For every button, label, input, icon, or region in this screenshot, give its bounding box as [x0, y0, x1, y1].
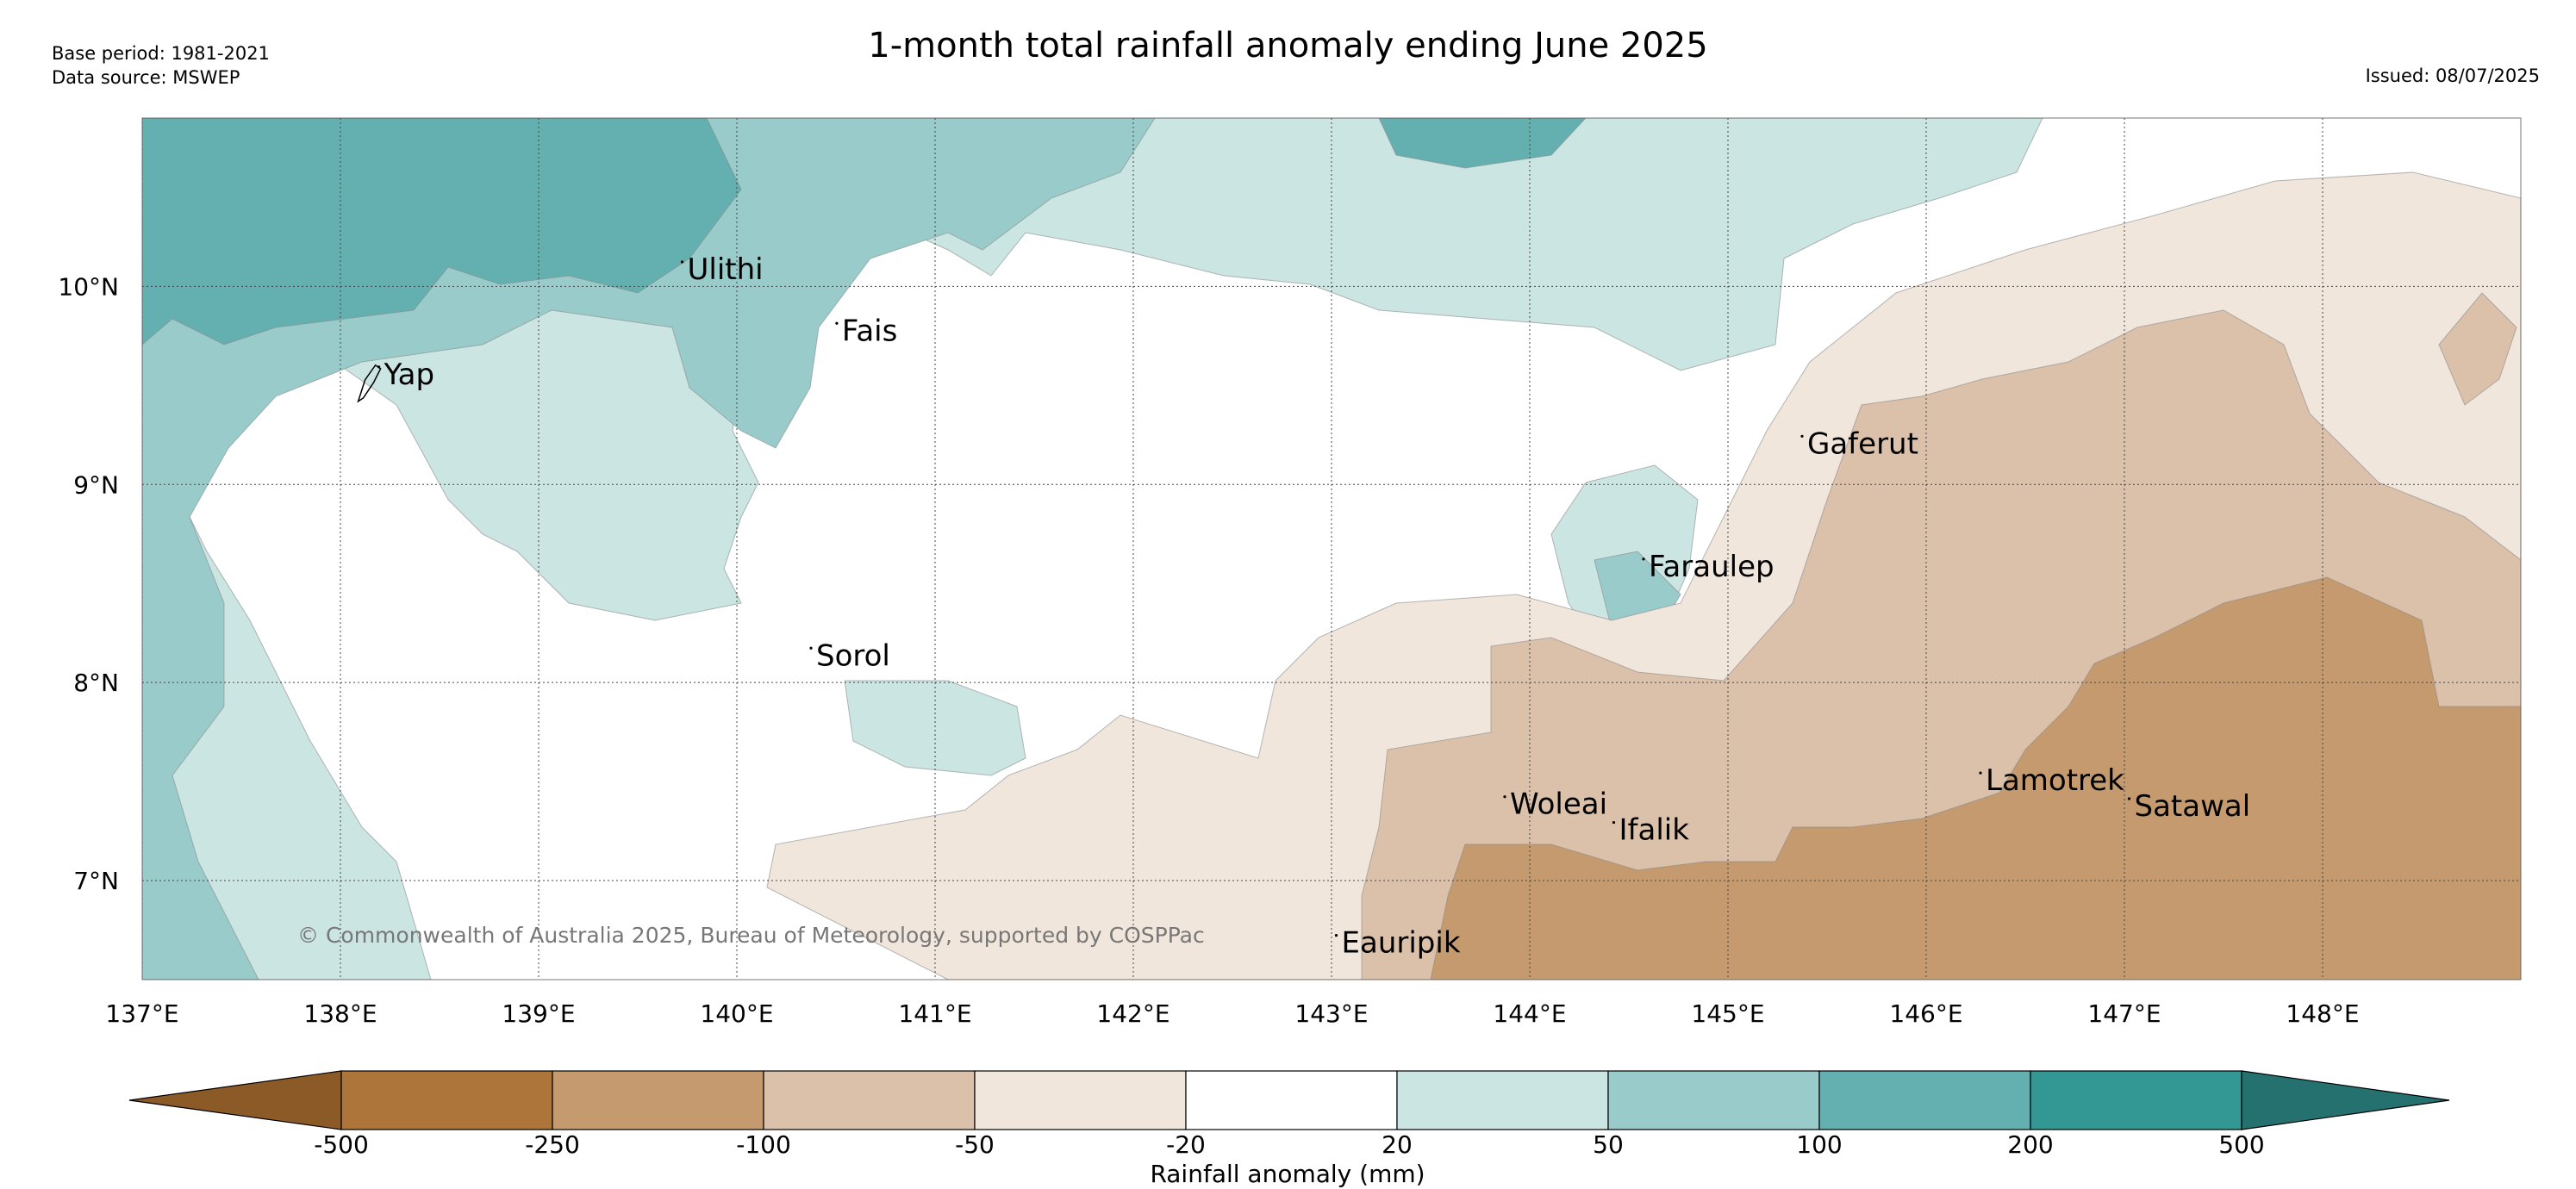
map-title: 1-month total rainfall anomaly ending Ju… — [868, 26, 1708, 65]
colorbar-title: Rainfall anomaly (mm) — [1150, 1160, 1425, 1188]
colorbar-tick-label: -20 — [1166, 1130, 1206, 1159]
place-label: Eauripik — [1342, 926, 1461, 961]
longitude-label: 139°E — [502, 999, 575, 1028]
place-marker — [1503, 795, 1506, 799]
dry-strong-region — [1430, 576, 2521, 980]
colorbar-segment — [340, 1070, 553, 1130]
colorbar-segment — [1185, 1070, 1398, 1130]
wet-patch-sorol — [844, 680, 1026, 776]
copyright-note: © Commonwealth of Australia 2025, Bureau… — [297, 923, 1205, 948]
place-marker — [1800, 434, 1804, 438]
place-marker — [1334, 934, 1338, 937]
longitude-label: 138°E — [303, 999, 377, 1028]
place-label: Satawal — [2135, 789, 2251, 824]
colorbar-tick-label: 100 — [1796, 1130, 1842, 1159]
place-marker — [2127, 797, 2131, 800]
latitude-labels: 7°N 8°N 9°N 10°N — [58, 272, 119, 895]
place-label: Gaferut — [1807, 426, 1918, 461]
wet-light-region — [142, 118, 2043, 980]
place-label: Yap — [384, 358, 435, 392]
latitude-label: 7°N — [73, 867, 119, 895]
place-marker — [1612, 820, 1616, 825]
place-marker — [809, 646, 813, 650]
latitude-label: 8°N — [73, 669, 119, 697]
colorbar-tick-label: 50 — [1593, 1130, 1624, 1159]
colorbar-arrow-low — [128, 1070, 342, 1130]
place-marker — [680, 260, 684, 264]
colorbar-segment — [552, 1070, 764, 1130]
wet-strong-region — [142, 118, 742, 345]
colorbar-tick-label: 20 — [1382, 1130, 1413, 1159]
latitude-label: 9°N — [73, 470, 119, 499]
place-marker — [1979, 771, 1982, 775]
colorbar-tick-label: 200 — [2007, 1130, 2053, 1159]
colorbar-segment — [1396, 1070, 1609, 1130]
longitude-labels: 137°E 138°E 139°E 140°E 141°E 142°E 143°E 144°E… — [105, 999, 2359, 1028]
place-label: Lamotrek — [1986, 763, 2124, 798]
colorbar-tick-label: -250 — [525, 1130, 580, 1159]
longitude-label: 148°E — [2286, 999, 2359, 1028]
longitude-label: 141°E — [898, 999, 971, 1028]
colorbar-tick-label: 500 — [2218, 1130, 2264, 1159]
place-label: Faraulep — [1649, 550, 1775, 584]
place-marker — [835, 321, 839, 325]
colorbar-legend: -500 -250 -100 -50 -20 20 50 100 200 500 — [128, 1070, 2450, 1159]
latitude-label: 10°N — [58, 272, 119, 301]
header-meta: Base period: 1981-2021 Data source: MSWE… — [52, 41, 270, 90]
longitude-label: 146°E — [1889, 999, 1962, 1028]
longitude-label: 140°E — [700, 999, 773, 1028]
colorbar-tick-label: -500 — [314, 1130, 369, 1159]
base-period: Base period: 1981-2021 — [52, 43, 270, 64]
map-frame — [141, 117, 2522, 980]
colorbar-segment — [1607, 1070, 1820, 1130]
colorbar-arrow-high — [2241, 1070, 2450, 1130]
colorbar-segment — [1818, 1070, 2031, 1130]
longitude-label: 145°E — [1691, 999, 1764, 1028]
colorbar-segment — [2030, 1070, 2242, 1130]
longitude-label: 144°E — [1493, 999, 1566, 1028]
place-label: Woleai — [1510, 787, 1607, 822]
longitude-label: 142°E — [1096, 999, 1169, 1028]
wet-strong-blob-north — [1378, 118, 1587, 169]
dry-mid-blob-east — [2438, 292, 2517, 406]
data-source: Data source: MSWEP — [52, 67, 240, 88]
colorbar-segment — [974, 1070, 1187, 1130]
graticule — [142, 118, 2521, 980]
place-label: Ulithi — [688, 252, 764, 287]
longitude-label: 137°E — [105, 999, 178, 1028]
wet-mid-region — [142, 118, 1156, 980]
colorbar-tick-label: -100 — [736, 1130, 791, 1159]
colorbar-segment — [763, 1070, 976, 1130]
place-marker — [1642, 557, 1645, 561]
place-labels: Ulithi Fais Yap Gaferut Faraulep Sorol Woleai I… — [357, 252, 2251, 961]
longitude-label: 143°E — [1294, 999, 1368, 1028]
place-label: Sorol — [816, 638, 890, 673]
colorbar-tick-label: -50 — [955, 1130, 995, 1159]
place-label: Fais — [842, 314, 897, 348]
longitude-label: 147°E — [2087, 999, 2161, 1028]
yap-island-outline — [357, 364, 382, 403]
issued-date: Issued: 08/07/2025 — [2365, 65, 2540, 86]
place-label: Ifalik — [1619, 813, 1690, 848]
